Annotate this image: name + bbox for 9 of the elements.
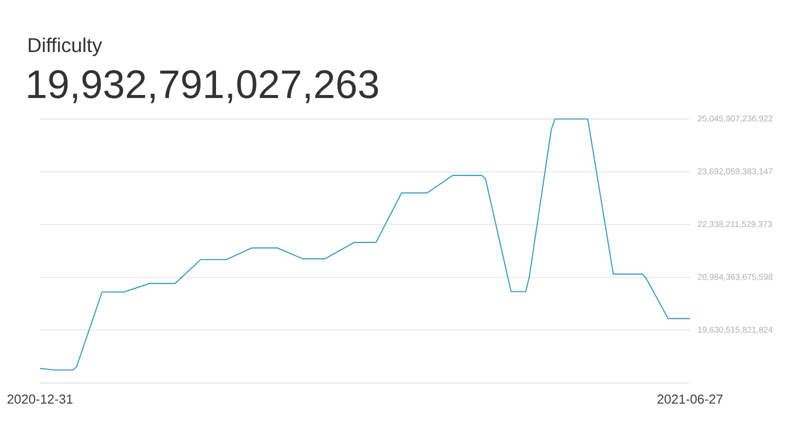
x-tick-label: 2021-06-27	[658, 394, 722, 404]
y-tick-label: 25,045,907,236,922	[698, 116, 772, 122]
chart-subtitle: 19,932,791,027,263	[28, 70, 378, 104]
y-tick-label: 19,630,515,821,824	[698, 326, 773, 334]
y-tick-label: 23,692,059,383,147	[698, 168, 772, 176]
chart-title: Difficulty	[28, 38, 102, 56]
x-tick-label: 2020-12-31	[8, 394, 72, 404]
y-tick-label: 20,984,363,675,598	[698, 274, 772, 281]
y-tick-label: 22,338,211,529,373	[698, 221, 772, 228]
